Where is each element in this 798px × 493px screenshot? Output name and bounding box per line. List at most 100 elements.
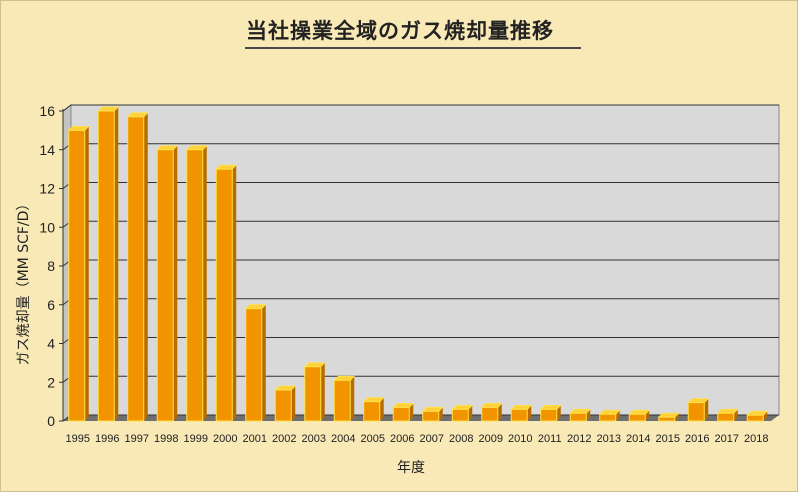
bar-front	[392, 406, 410, 422]
bar-top	[67, 125, 90, 131]
bar-top	[716, 408, 739, 414]
x-axis-label: 年度	[397, 460, 425, 476]
x-tick-label: 2002	[272, 433, 296, 445]
y-tick-label: 14	[39, 142, 55, 158]
bar-top	[215, 164, 238, 170]
bar-side	[320, 362, 325, 421]
bar-front	[186, 149, 204, 422]
x-tick-label: 2011	[538, 433, 562, 445]
bar-front	[569, 412, 587, 422]
bar-front	[599, 413, 617, 422]
bar-side	[173, 145, 178, 421]
bar-top	[480, 403, 503, 408]
bar-front	[746, 414, 764, 422]
bar-front	[363, 401, 381, 422]
bar-side	[645, 410, 650, 421]
bar-top	[126, 112, 149, 118]
bar-top	[657, 412, 680, 418]
gridline-16	[62, 104, 779, 112]
y-tick-label: 4	[47, 336, 55, 352]
bar-side	[84, 126, 89, 421]
bar-top	[628, 409, 651, 415]
bar-side	[202, 145, 207, 421]
x-tick-label: 1995	[66, 433, 90, 445]
bar-top	[362, 397, 385, 403]
bar	[185, 145, 208, 422]
bar-side	[704, 398, 709, 421]
y-tick-label: 12	[39, 181, 55, 197]
bar-top	[451, 404, 474, 410]
bar	[421, 406, 444, 422]
bar-front	[422, 410, 440, 422]
y-tick-label: 8	[47, 258, 55, 274]
x-tick-label: 2010	[508, 433, 532, 445]
bar	[362, 397, 385, 422]
x-tick-label: 2000	[213, 433, 237, 445]
bar-top	[392, 403, 415, 408]
x-tick-label: 1996	[95, 433, 119, 445]
bar-front	[274, 389, 292, 422]
bar-side	[674, 413, 679, 421]
bar-front	[333, 379, 351, 422]
bar-side	[232, 165, 237, 421]
y-axis-label-wrap: ガス焼却量（MM SCF/D）	[9, 191, 37, 371]
bar	[657, 412, 680, 422]
bar-front	[127, 116, 145, 422]
bar-front	[510, 408, 528, 422]
bar	[480, 403, 503, 422]
bar-side	[556, 405, 561, 421]
chart-title: 当社操業全域のガス焼却量推移	[246, 19, 554, 43]
bar-side	[261, 304, 266, 421]
bar-top	[569, 408, 592, 414]
x-tick-label: 2003	[302, 433, 326, 445]
x-tick-label: 2006	[390, 433, 414, 445]
bar-front	[215, 168, 233, 422]
bar	[598, 409, 621, 422]
bar-side	[468, 405, 473, 421]
bar-top	[185, 145, 208, 151]
bar-side	[409, 403, 414, 421]
bar	[569, 408, 592, 422]
x-tick-label: 2018	[744, 433, 768, 445]
bar-top	[687, 398, 710, 403]
x-tick-label: 2001	[243, 433, 267, 445]
bar-front	[481, 406, 499, 422]
bar	[628, 409, 651, 422]
bar-front	[97, 110, 115, 422]
bar	[510, 404, 533, 422]
bar-top	[510, 404, 533, 410]
bar-front	[68, 129, 86, 422]
bar-top	[97, 106, 120, 112]
bar-side	[379, 397, 384, 421]
bar	[274, 385, 297, 422]
y-axis-label: ガス焼却量（MM SCF/D）	[16, 196, 32, 366]
x-tick-label: 2005	[361, 433, 385, 445]
bar-front	[156, 149, 174, 422]
x-tick-label: 2015	[656, 433, 680, 445]
x-tick-label: 2009	[479, 433, 503, 445]
bar-side	[733, 409, 738, 421]
title-underline	[245, 47, 581, 49]
bar-top	[244, 304, 267, 310]
x-tick-label: 2013	[597, 433, 621, 445]
bar-top	[539, 404, 562, 410]
bar-front	[628, 413, 646, 422]
bar-front	[687, 402, 705, 422]
bar-top	[156, 145, 179, 151]
y-tick-label: 2	[47, 374, 55, 390]
bar-side	[350, 376, 355, 421]
x-tick-label: 1999	[184, 433, 208, 445]
bar	[244, 304, 267, 422]
bar-side	[763, 411, 768, 421]
bar	[539, 404, 562, 422]
bar	[333, 375, 356, 422]
bar-top	[333, 375, 356, 381]
x-tick-label: 1998	[154, 433, 178, 445]
bar	[687, 398, 710, 422]
y-tick-label: 10	[39, 219, 55, 235]
bar-side	[143, 112, 148, 421]
bar-top	[274, 385, 297, 391]
x-tick-label: 2016	[685, 433, 709, 445]
x-tick-label: 2017	[715, 433, 739, 445]
